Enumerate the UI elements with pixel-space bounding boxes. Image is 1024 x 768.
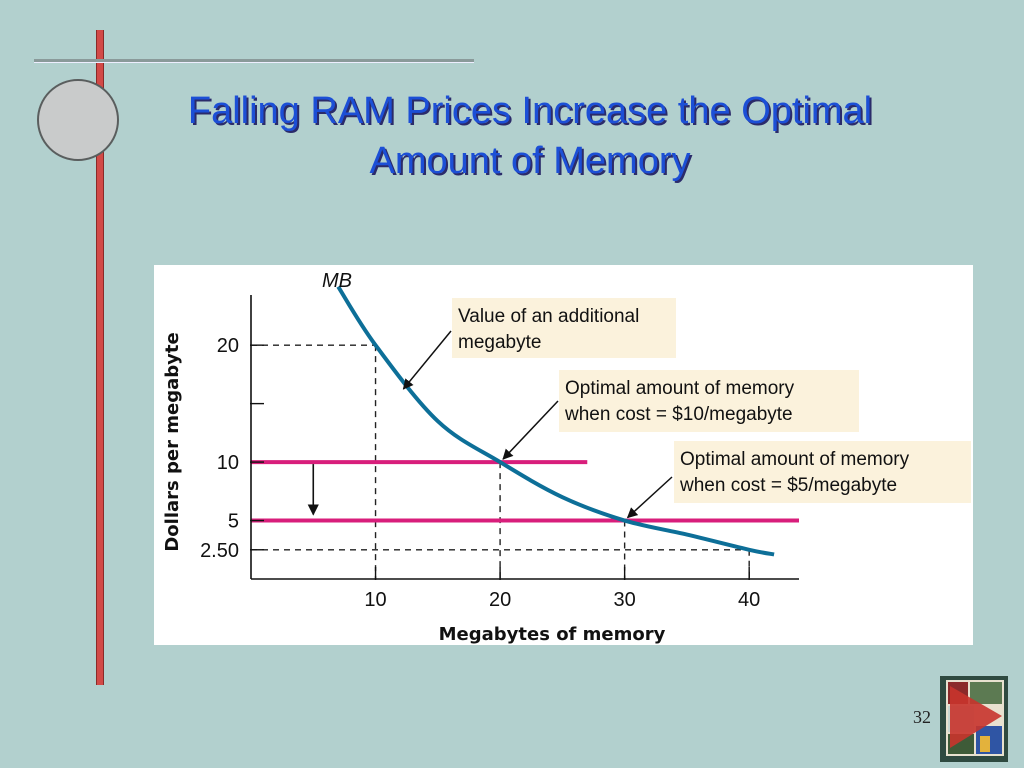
page-number: 32 bbox=[913, 707, 931, 727]
callout-box-1 bbox=[559, 370, 859, 432]
slide-title: Falling RAM Prices Increase the Optimal … bbox=[120, 86, 940, 186]
decorative-vertical-bar bbox=[96, 30, 104, 685]
callout-2-line-2: when cost = $5/megabyte bbox=[679, 475, 897, 496]
y-tick-label-2: 10 bbox=[217, 452, 239, 474]
x-tick-label-0: 10 bbox=[364, 589, 386, 611]
y-tick-label-0: 2.50 bbox=[200, 540, 239, 562]
callout-1-line-2: when cost = $10/megabyte bbox=[564, 404, 793, 425]
chart-panel: 2.50 5 10 20 10 20 30 40 Value of an additional… bbox=[154, 265, 973, 645]
callout-arrow-2 bbox=[626, 476, 673, 519]
callout-2-line-1: Optimal amount of memory bbox=[680, 449, 910, 470]
callout-box-0 bbox=[452, 298, 676, 358]
decorative-horizontal-line bbox=[34, 59, 474, 63]
y-tick-label-4: 20 bbox=[217, 335, 239, 357]
callout-arrow-0 bbox=[402, 330, 452, 390]
ram-chart: 2.50 5 10 20 10 20 30 40 Value of an additional… bbox=[162, 270, 971, 645]
callout-0-line-1: Value of an additional bbox=[458, 306, 639, 327]
slide-title-line-1: Falling RAM Prices Increase the Optimal bbox=[187, 90, 873, 132]
y-axis-title: Dollars per megabyte bbox=[162, 332, 183, 551]
callout-0-line-2: megabyte bbox=[458, 332, 541, 353]
y-tick-label-1: 5 bbox=[228, 511, 239, 533]
slide-title-line-2: Amount of Memory bbox=[369, 140, 691, 182]
callout-box-2 bbox=[674, 441, 971, 503]
x-axis-title: Megabytes of memory bbox=[439, 624, 666, 645]
mb-curve-line bbox=[336, 285, 775, 557]
callout-arrow-1 bbox=[502, 400, 559, 460]
x-tick-label-3: 40 bbox=[738, 589, 760, 611]
curve-label-mb: MB bbox=[322, 270, 352, 292]
callout-1-line-1: Optimal amount of memory bbox=[565, 378, 795, 399]
x-tick-label-1: 20 bbox=[489, 589, 511, 611]
x-tick-label-2: 30 bbox=[614, 589, 636, 611]
publisher-logo-icon bbox=[940, 676, 1008, 762]
decorative-circle bbox=[37, 79, 119, 161]
